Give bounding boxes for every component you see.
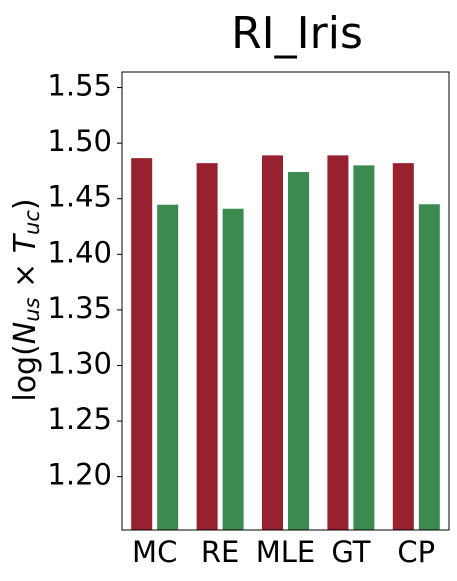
x-tick-label: RE <box>201 535 239 569</box>
y-tick-label: 1.45 <box>47 180 112 214</box>
y-label-part: T <box>8 232 43 253</box>
bar <box>353 165 375 530</box>
bar <box>392 163 414 530</box>
bar <box>327 155 349 530</box>
y-label-part: us <box>20 297 44 321</box>
bar <box>157 204 179 530</box>
y-label-part: × <box>8 253 43 297</box>
y-tick-label: 1.30 <box>47 346 112 380</box>
y-tick-label: 1.35 <box>47 291 112 325</box>
x-tick-label: MC <box>132 535 177 569</box>
y-axis-label: log(Nus × Tuc) <box>8 198 45 401</box>
chart-title: RI_Iris <box>231 8 363 59</box>
y-tick-label: 1.50 <box>47 124 112 158</box>
bar <box>262 155 283 530</box>
bar <box>288 172 309 531</box>
x-tick-label: CP <box>397 535 435 569</box>
bar <box>131 158 153 531</box>
bar <box>418 204 440 530</box>
y-tick-label: 1.25 <box>47 402 112 436</box>
y-label-part: uc <box>20 210 44 235</box>
x-tick-label: GT <box>331 535 370 569</box>
bar <box>196 163 218 530</box>
y-label-part: ) <box>8 198 43 210</box>
plot-frame <box>121 71 450 531</box>
y-tick-label: 1.20 <box>47 458 112 492</box>
y-tick-label: 1.55 <box>47 69 112 103</box>
y-label-part: log( <box>8 344 43 401</box>
y-label-part: N <box>8 322 43 344</box>
y-tick-label: 1.40 <box>47 235 112 269</box>
x-tick-label: MLE <box>256 535 316 569</box>
bar <box>222 208 244 530</box>
